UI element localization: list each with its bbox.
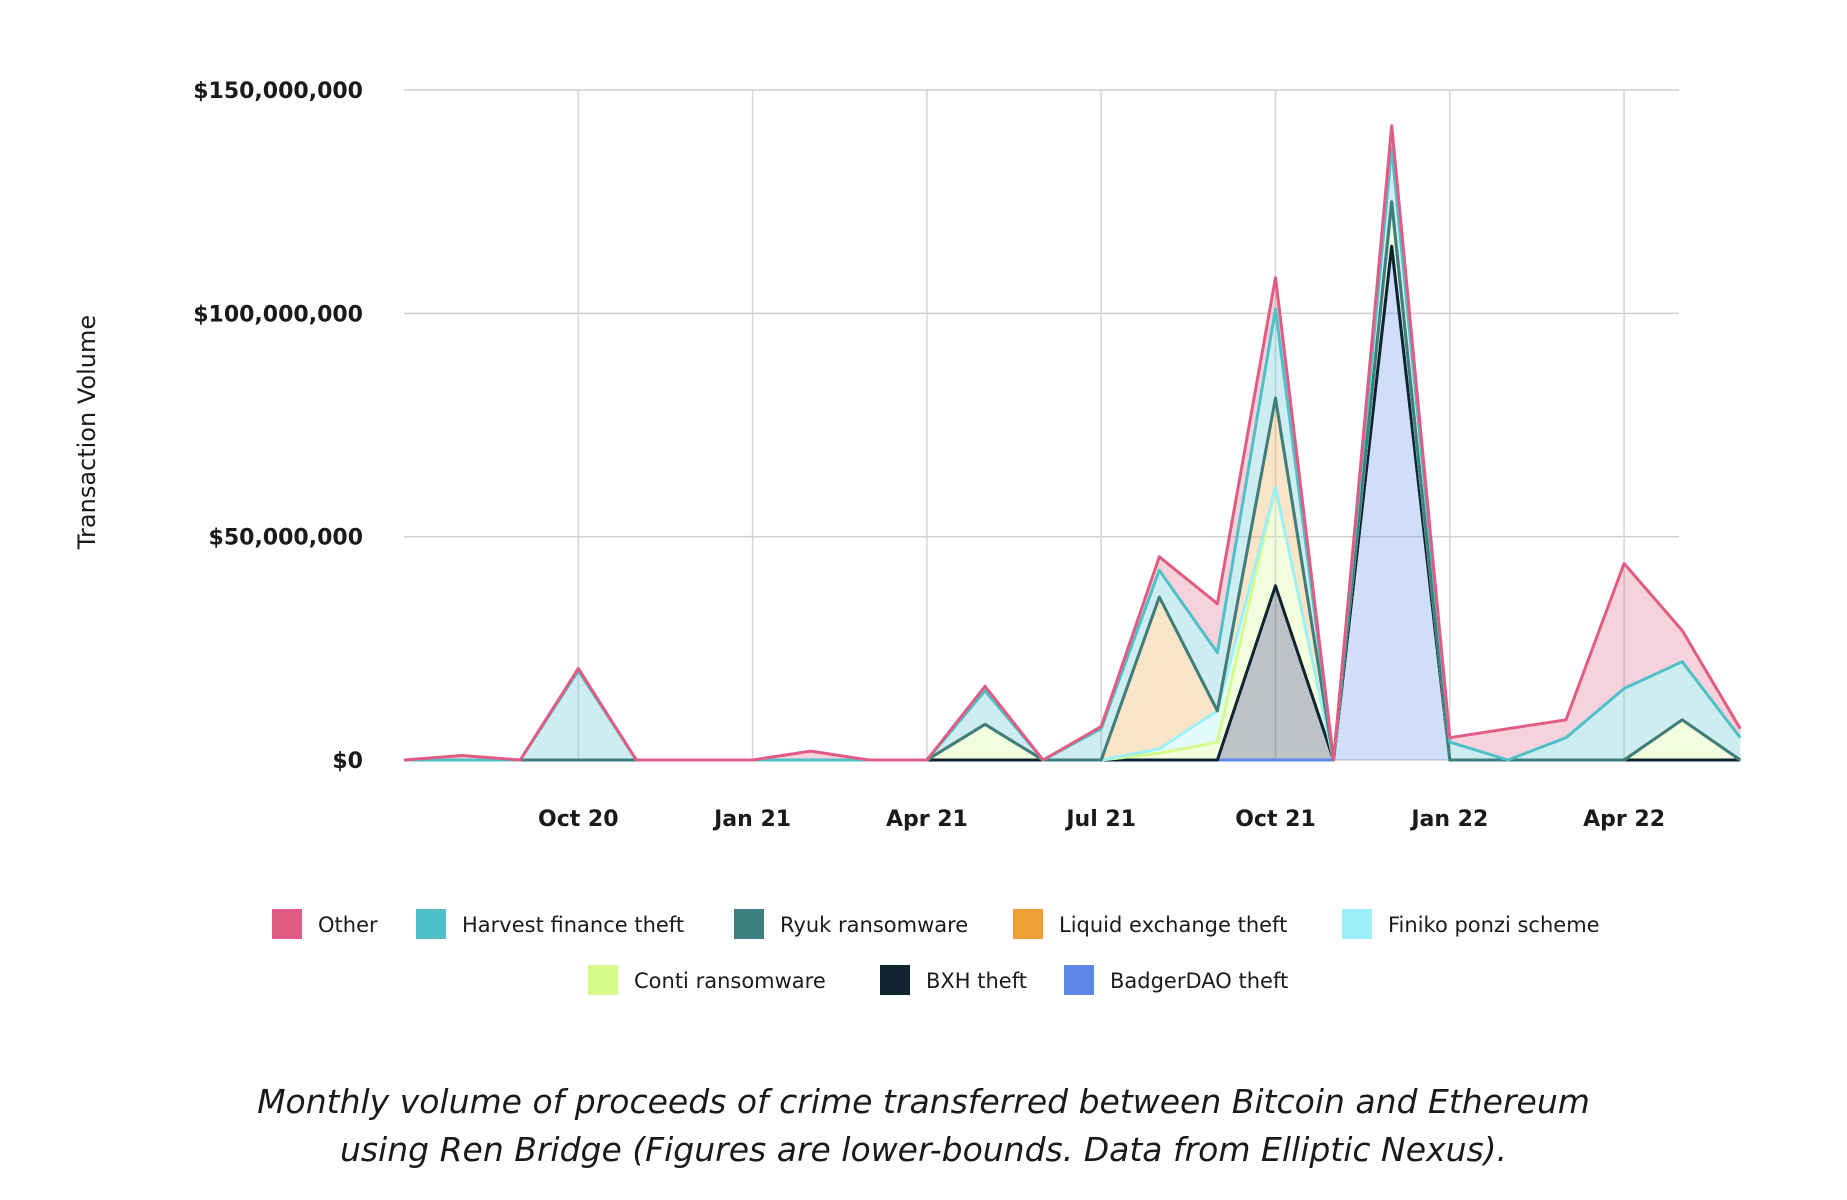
line-liquid-exchange-theft: [404, 200, 1742, 762]
x-tick-label: Apr 21: [886, 807, 968, 832]
legend-label-liquid-exchange-theft: Liquid exchange theft: [1059, 913, 1287, 937]
line-other: [403, 124, 1742, 762]
legend-swatch-liquid-exchange-theft: [1013, 909, 1043, 939]
legend-swatch-bxh-theft: [880, 965, 910, 995]
line-ryuk-ransomware: [404, 200, 1742, 762]
legend-swatch-badgerdao-theft: [1064, 965, 1094, 995]
line-conti-ransomware: [404, 204, 1742, 762]
x-tick-label: Jul 21: [1064, 807, 1136, 832]
x-axis-ticks: Oct 20 Jan 21 Apr 21 Jul 21 Oct 21 Jan 22 Apr …: [538, 807, 1665, 832]
legend-swatch-harvest-finance-theft: [416, 909, 446, 939]
legend-swatch-ryuk-ransomware: [734, 909, 764, 939]
y-axis-ticks: $0 $50,000,000 $100,000,000 $150,000,000: [193, 79, 363, 774]
legend: Other Harvest finance theft Ryuk ransomwar…: [272, 909, 1600, 995]
line-badgerdao-theft: [404, 244, 1741, 762]
area-badgerdao-theft: [404, 246, 1741, 761]
area-other: [404, 125, 1741, 760]
figure-caption: Monthly volume of proceeds of crime tran…: [0, 1078, 1847, 1174]
y-axis-label: Transaction Volume: [73, 315, 101, 550]
y-tick-label: $100,000,000: [193, 302, 363, 327]
series-lines: [403, 124, 1742, 762]
caption-line-1: Monthly volume of proceeds of crime tran…: [257, 1082, 1590, 1121]
x-tick-label: Jan 22: [1409, 807, 1488, 832]
area-conti-ransomware: [404, 206, 1741, 761]
legend-label-badgerdao-theft: BadgerDAO theft: [1110, 969, 1288, 993]
legend-label-harvest-finance-theft: Harvest finance theft: [462, 913, 684, 937]
legend-swatch-other: [272, 909, 302, 939]
area-bxh-theft: [404, 246, 1741, 761]
line-bxh-theft: [404, 244, 1741, 762]
series-areas: [404, 125, 1741, 761]
legend-swatch-finiko-ponzi-scheme: [1342, 909, 1372, 939]
y-tick-label: $50,000,000: [209, 526, 363, 551]
gridlines: [404, 89, 1679, 761]
line-finiko-ponzi-scheme: [404, 204, 1742, 762]
x-tick-label: Oct 21: [1235, 807, 1316, 832]
legend-label-bxh-theft: BXH theft: [926, 969, 1027, 993]
caption-line-2: using Ren Bridge (Figures are lower-boun…: [339, 1130, 1508, 1169]
legend-swatch-conti-ransomware: [588, 965, 618, 995]
x-tick-label: Apr 22: [1583, 807, 1665, 832]
legend-label-other: Other: [318, 913, 378, 937]
x-tick-label: Oct 20: [538, 807, 619, 832]
line-harvest-finance-theft: [404, 146, 1742, 762]
area-liquid-exchange-theft: [404, 201, 1741, 760]
legend-label-conti-ransomware: Conti ransomware: [634, 969, 826, 993]
legend-label-finiko-ponzi-scheme: Finiko ponzi scheme: [1388, 913, 1600, 937]
area-ryuk-ransomware: [404, 201, 1741, 760]
y-tick-label: $0: [332, 749, 363, 774]
x-tick-label: Jan 21: [712, 807, 791, 832]
legend-label-ryuk-ransomware: Ryuk ransomware: [780, 913, 968, 937]
y-tick-label: $150,000,000: [193, 79, 363, 104]
area-finiko-ponzi-scheme: [404, 206, 1741, 761]
area-harvest-finance-theft: [404, 148, 1741, 761]
